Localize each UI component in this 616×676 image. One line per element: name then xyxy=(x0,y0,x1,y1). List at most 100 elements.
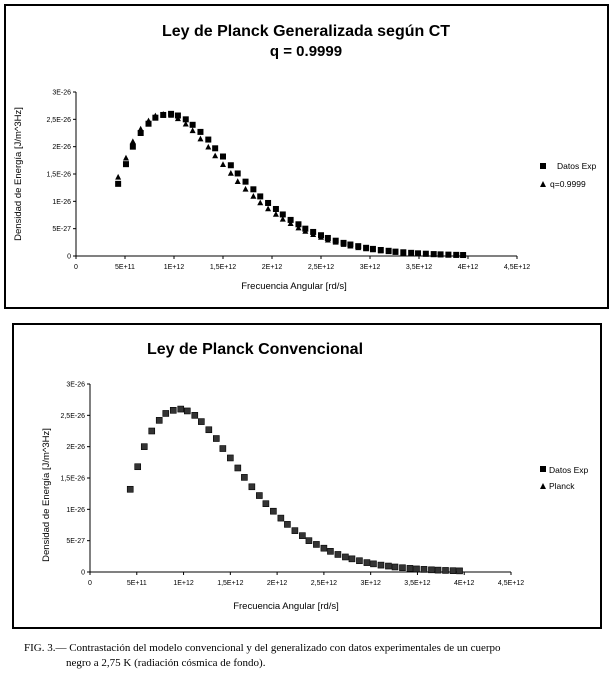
chart2-point-datos-exp xyxy=(449,567,457,574)
chart1-point-datos-exp xyxy=(227,162,234,169)
chart2-point-datos-exp xyxy=(155,417,163,424)
chart1-point-q-0-9999 xyxy=(265,205,272,212)
chart1-point-q-0-9999 xyxy=(318,234,324,240)
chart1-point-q-0-9999 xyxy=(250,193,257,199)
chart-panel-conventional xyxy=(12,323,602,629)
chart2-point-datos-exp xyxy=(191,412,199,419)
chart2-point-datos-exp xyxy=(299,532,306,539)
chart2-legend-square-marker xyxy=(540,466,546,472)
chart1-point-q-0-9999 xyxy=(234,178,241,184)
chart1-point-q-0-9999 xyxy=(220,161,226,168)
chart1-legend: Datos Exp q=0.9999 xyxy=(540,161,596,189)
chart2-legend-triangle-marker xyxy=(540,483,546,489)
chart2-point-datos-exp xyxy=(284,521,291,528)
chart2-xlabel: Frecuencia Angular [rd/s] xyxy=(233,601,339,612)
chart2-x-tick-label: 2E+12 xyxy=(267,580,288,587)
chart2-y-tick-label: 5E-27 xyxy=(66,538,85,545)
chart1-point-q-0-9999 xyxy=(182,120,189,127)
chart2-point-datos-exp xyxy=(442,567,449,574)
chart1-legend-label-q: q=0.9999 xyxy=(550,179,586,189)
chart2-point-datos-exp xyxy=(399,564,406,572)
chart2-point-datos-exp xyxy=(234,464,242,472)
chart1-point-datos-exp xyxy=(205,136,212,143)
chart1-legend-label-datos-exp: Datos Exp xyxy=(557,161,596,171)
chart2-point-datos-exp xyxy=(162,410,170,417)
chart2-point-datos-exp xyxy=(126,485,134,493)
chart1-point-datos-exp xyxy=(182,116,189,123)
chart1-point-q-0-9999 xyxy=(160,111,167,117)
chart2-y-tick-label: 0 xyxy=(81,570,85,577)
chart2-point-datos-exp xyxy=(370,560,377,568)
chart1-point-q-0-9999 xyxy=(152,112,159,119)
chart1-point-q-0-9999 xyxy=(400,249,407,256)
chart2-point-datos-exp xyxy=(377,561,385,569)
chart1-legend-triangle-marker xyxy=(540,181,546,187)
chart1-point-q-0-9999 xyxy=(310,231,317,237)
chart1-y-tick-label: 3E-26 xyxy=(52,90,71,97)
chart2-point-datos-exp xyxy=(262,500,270,507)
chart1-title: Ley de Planck Generalizada según CT xyxy=(162,23,450,40)
chart1-point-datos-exp xyxy=(279,211,286,218)
chart1-point-q-0-9999 xyxy=(115,173,122,180)
chart1-point-datos-exp xyxy=(272,205,279,212)
chart2-point-datos-exp xyxy=(428,566,435,574)
chart1-point-datos-exp xyxy=(197,128,204,135)
chart2-x-tick-label: 2,5E+12 xyxy=(311,580,337,587)
chart1-x-tick-label: 3E+12 xyxy=(360,264,381,271)
chart2-point-datos-exp xyxy=(183,407,191,415)
chart1-point-datos-exp xyxy=(189,121,196,128)
chart2-point-datos-exp xyxy=(241,474,248,481)
chart1-point-q-0-9999 xyxy=(227,170,234,176)
chart1-y-tick-label: 5E-27 xyxy=(52,226,71,233)
chart1-point-q-0-9999 xyxy=(168,112,175,118)
chart2-point-datos-exp xyxy=(177,405,185,413)
chart-panel-generalized xyxy=(4,4,609,309)
chart1-point-q-0-9999 xyxy=(355,244,362,251)
chart2-x-tick-label: 1,5E+12 xyxy=(217,580,243,587)
chart2-point-datos-exp xyxy=(356,557,363,565)
chart2-point-datos-exp xyxy=(391,563,399,571)
chart1-legend-square-marker xyxy=(540,163,546,169)
chart1-plot-area: 0 5E-27 1E-26 1,5E-26 2E-26 2,5E-26 3E-26 0 5E+1… xyxy=(46,90,530,272)
chart1-point-q-0-9999 xyxy=(272,211,279,217)
chart2-point-datos-exp xyxy=(320,544,328,552)
chart1-point-datos-exp xyxy=(250,186,257,193)
chart1-point-q-0-9999 xyxy=(453,252,460,258)
chart2-x-tick-label: 5E+11 xyxy=(127,580,147,587)
chart1-x-tick-label: 0 xyxy=(74,264,78,271)
chart1-x-tick-label: 2E+12 xyxy=(262,264,283,271)
chart1-point-q-0-9999 xyxy=(242,185,249,192)
chart2-x-tick-label: 0 xyxy=(88,580,92,587)
chart1-x-tick-label: 2,5E+12 xyxy=(308,264,334,271)
chart1-x-tick-label: 4,5E+12 xyxy=(504,264,530,271)
chart1-point-q-0-9999 xyxy=(392,249,399,255)
chart1-point-datos-exp xyxy=(145,120,152,127)
chart1-point-q-0-9999 xyxy=(408,250,415,256)
chart1-point-q-0-9999 xyxy=(279,215,286,222)
chart1-point-q-0-9999 xyxy=(137,125,144,132)
chart2-point-datos-exp xyxy=(385,562,392,570)
chart2-x-tick-label: 4E+12 xyxy=(454,580,475,587)
chart2-point-datos-exp xyxy=(270,507,277,515)
chart2-point-datos-exp xyxy=(313,541,320,548)
chart1-point-q-0-9999 xyxy=(430,251,437,258)
chart1-subtitle: q = 0.9999 xyxy=(270,43,342,60)
chart1-point-q-0-9999 xyxy=(302,228,309,234)
chart1-point-q-0-9999 xyxy=(332,238,339,245)
chart1-point-q-0-9999 xyxy=(385,248,392,255)
chart1-point-datos-exp xyxy=(220,153,226,160)
chart1-point-datos-exp xyxy=(212,145,219,152)
chart1-point-datos-exp xyxy=(295,221,302,228)
chart2-point-datos-exp xyxy=(406,565,414,572)
chart2-point-datos-exp xyxy=(256,492,263,499)
chart2-point-datos-exp xyxy=(277,514,285,522)
chart1-x-tick-label: 5E+11 xyxy=(115,264,135,271)
chart2-point-datos-exp xyxy=(198,418,205,425)
chart2-ylabel: Densidad de Energía [J/m^3Hz] xyxy=(41,428,52,562)
chart1-point-q-0-9999 xyxy=(257,199,264,206)
chart1-point-datos-exp xyxy=(137,130,144,136)
chart2-x-tick-label: 4,5E+12 xyxy=(498,580,524,587)
chart2-point-datos-exp xyxy=(213,435,220,442)
chart1-point-datos-exp xyxy=(122,161,129,168)
